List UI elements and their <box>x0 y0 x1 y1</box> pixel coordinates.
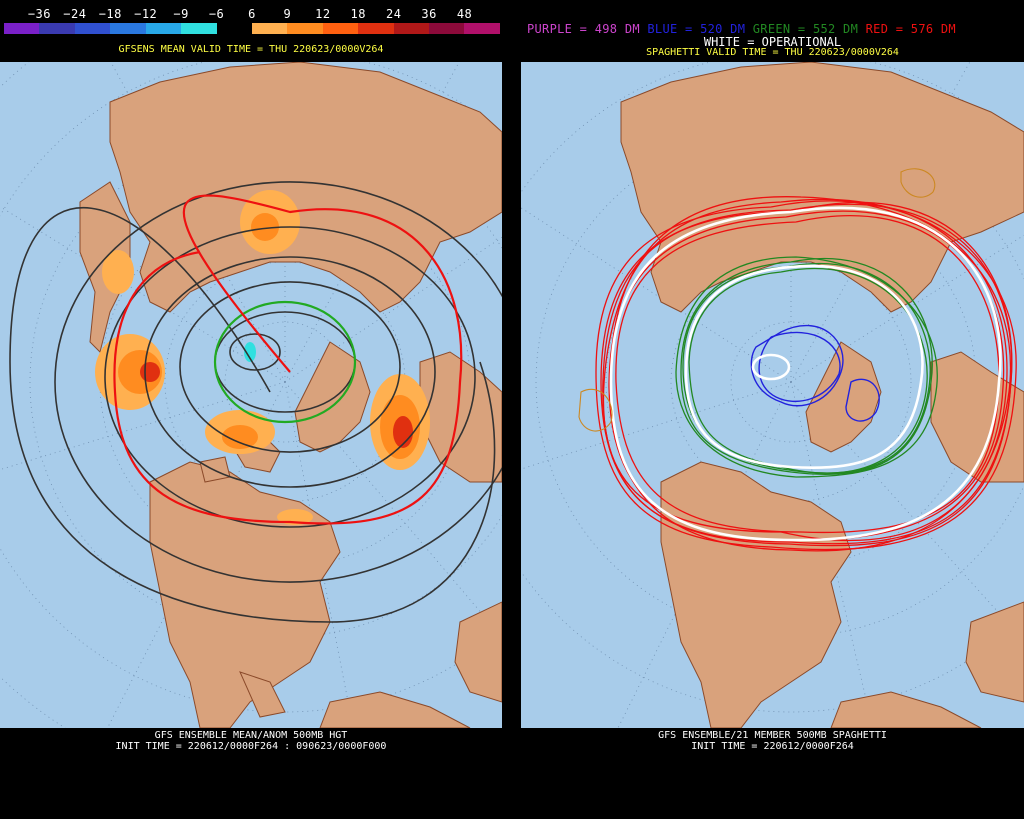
white-operational-contours <box>609 206 1002 542</box>
legend-purple: PURPLE = 498 DM <box>527 22 640 36</box>
colorbar-swatch <box>251 23 288 34</box>
colorbar-swatch <box>358 23 394 34</box>
colorbar-label: 12 <box>315 7 331 21</box>
colorbar-swatch <box>287 23 323 34</box>
colorbar-swatch <box>74 23 111 34</box>
colorbar-label: 9 <box>283 7 292 21</box>
anomaly-colorbar <box>4 23 500 34</box>
colorbar-label: −9 <box>173 7 189 21</box>
mean-valid-time-title: GFSENS MEAN VALID TIME = THU 220623/0000… <box>118 44 384 55</box>
legend-white: WHITE = OPERATIONAL <box>703 35 842 49</box>
spaghetti-map <box>521 62 1024 728</box>
colorbar-label: −18 <box>98 7 122 21</box>
colorbar-label: 48 <box>456 7 473 21</box>
colorbar-swatch <box>322 23 359 34</box>
mean-footer-line2: INIT TIME = 220612/0000F264 : 090623/000… <box>115 741 387 752</box>
mean-height-contours <box>9 181 502 623</box>
colorbar-swatch <box>145 23 182 34</box>
spaghetti-footer-line2: INIT TIME = 220612/0000F264 <box>691 741 854 752</box>
colorbar-swatch <box>4 23 40 34</box>
spaghetti-panel: PURPLE = 498 DM BLUE = 520 DM GREEN = 55… <box>521 0 1024 819</box>
colorbar-swatch <box>39 23 75 34</box>
colorbar-swatch <box>110 23 146 34</box>
key-contours <box>113 194 463 525</box>
colorbar-labels: −36 −24 −18 −12 −9 −6 6 9 12 18 24 36 48 <box>4 7 500 21</box>
spaghetti-footer-line1: GFS ENSEMBLE/21 MEMBER 500MB SPAGHETTI <box>658 730 887 741</box>
legend-green: GREEN = 552 DM <box>752 22 859 36</box>
panel-divider <box>502 0 521 819</box>
colorbar-label: −6 <box>208 7 225 21</box>
colorbar-label: −24 <box>63 7 87 21</box>
land-masses <box>620 62 1024 728</box>
colorbar-label: 24 <box>385 7 402 21</box>
ensemble-mean-map <box>0 62 502 728</box>
colorbar-swatch <box>181 23 217 34</box>
legend-blue: BLUE = 520 DM <box>647 22 746 36</box>
spaghetti-legend: PURPLE = 498 DM BLUE = 520 DM GREEN = 55… <box>527 22 956 36</box>
colorbar-label: −36 <box>27 7 52 21</box>
legend-red: RED = 576 DM <box>865 22 956 36</box>
spaghetti-valid-time-title: SPAGHETTI VALID TIME = THU 220623/0000V2… <box>646 47 899 58</box>
ensemble-mean-panel: −36 −24 −18 −12 −9 −6 6 9 12 18 24 36 48 GFSENS MEAN… <box>0 0 502 819</box>
colorbar-label: 6 <box>248 7 256 21</box>
land-masses <box>79 62 502 728</box>
mean-footer-line1: GFS ENSEMBLE MEAN/ANOM 500MB HGT <box>154 730 348 741</box>
colorbar-swatch <box>216 23 252 34</box>
colorbar-label: 18 <box>350 7 367 21</box>
ensemble-outlier-contours <box>578 168 936 432</box>
colorbar-label: −12 <box>134 7 158 21</box>
colorbar-label: 36 <box>421 7 437 21</box>
colorbar-swatch <box>464 23 500 34</box>
colorbar-swatch <box>393 23 430 34</box>
colorbar-swatch <box>429 23 465 34</box>
